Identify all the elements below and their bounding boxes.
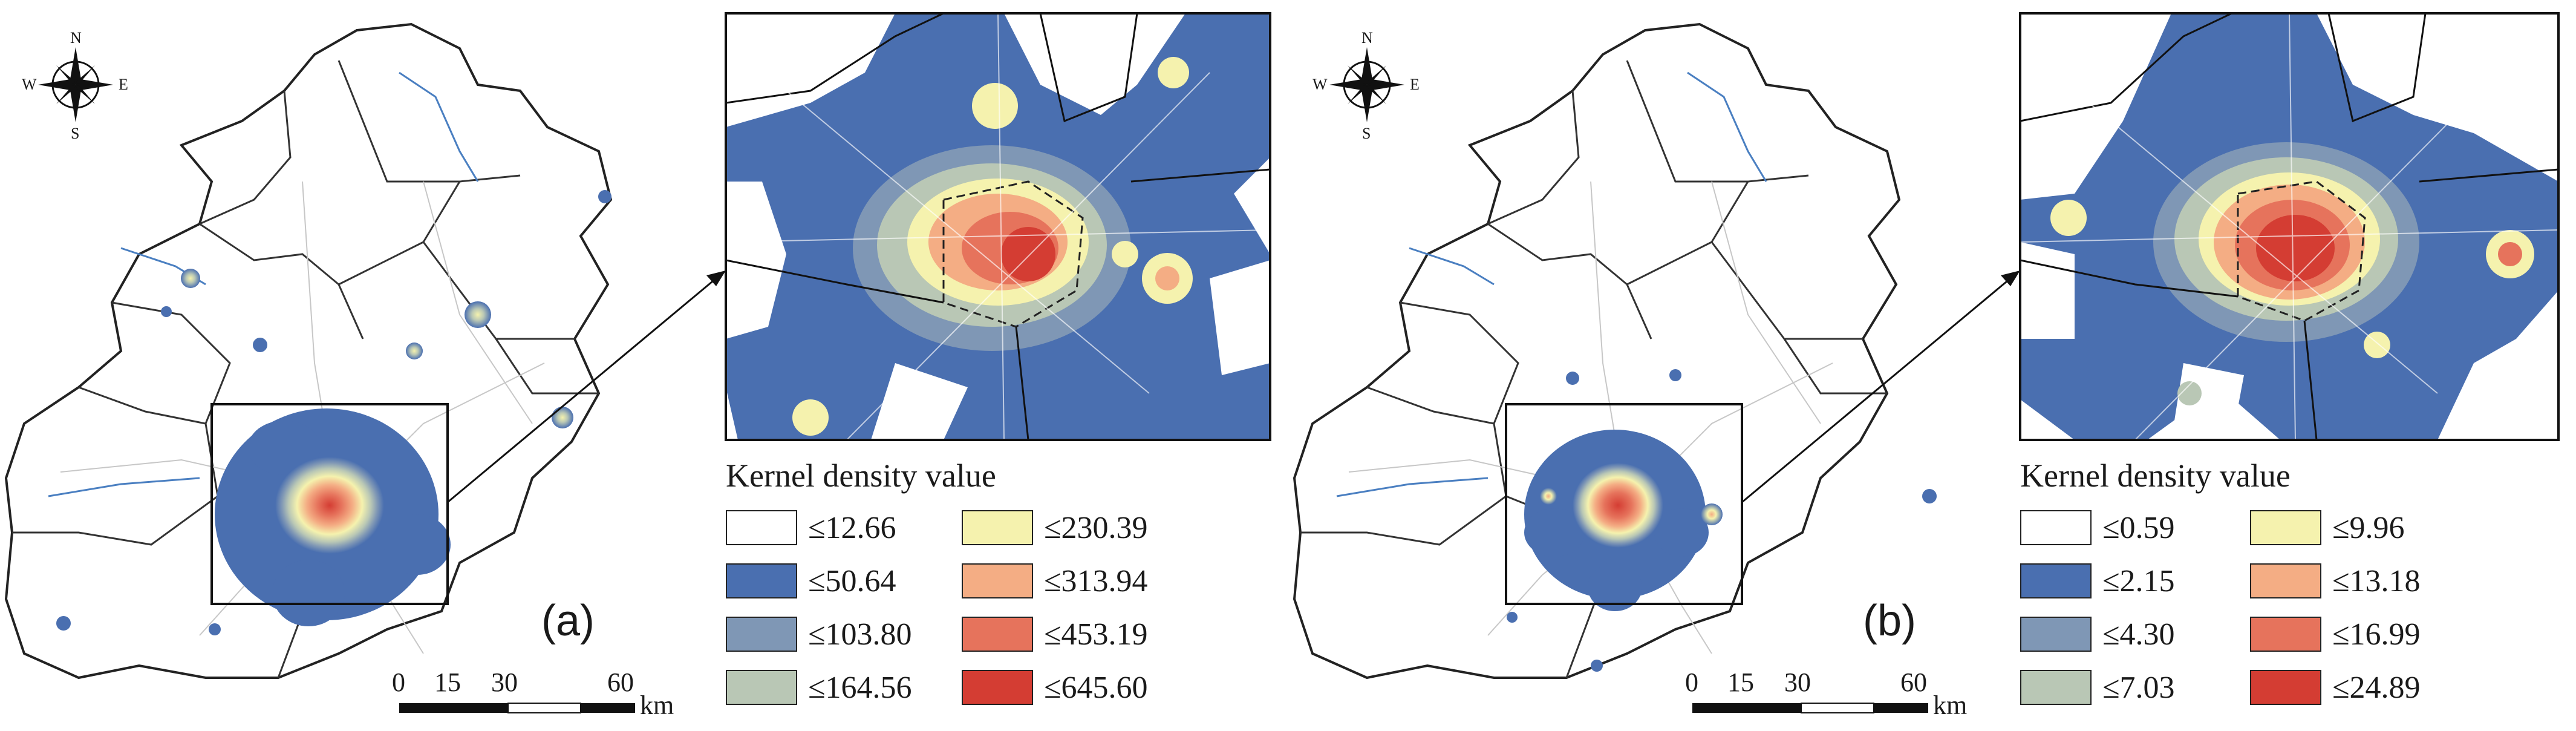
map-panel-a: N S E W (a) 0 15 30 60 km Kernel density…: [4, 12, 1271, 720]
legend-swatch: [726, 563, 797, 598]
compass-s: S: [71, 125, 80, 142]
legend-swatch: [962, 670, 1033, 705]
scale-tick: 30: [491, 667, 518, 697]
legend-item: ≤230.39: [962, 510, 1148, 546]
legend-swatch: [962, 617, 1033, 652]
legend-item: ≤313.94: [962, 563, 1148, 599]
compass-s: S: [1362, 125, 1371, 142]
compass-e: E: [1410, 76, 1420, 93]
legend-swatch: [962, 563, 1033, 598]
legend-swatch: [726, 617, 797, 652]
zoom-extent-box: [210, 403, 449, 605]
legend-item: ≤9.96: [2250, 510, 2405, 546]
legend-item: ≤4.30: [2020, 616, 2175, 652]
zoom-arrow: [1741, 274, 2015, 503]
legend-swatch: [2020, 510, 2092, 545]
scale-tick: 30: [1784, 667, 1811, 697]
legend-item: ≤50.64: [726, 563, 896, 599]
legend-label: ≤230.39: [1044, 510, 1148, 545]
district-boundaries: [12, 60, 599, 678]
legend-label: ≤0.59: [2102, 510, 2175, 545]
compass-n: N: [1361, 29, 1373, 47]
legend-item: ≤12.66: [726, 510, 896, 546]
legend-item: ≤16.99: [2250, 616, 2421, 652]
map-panel-b: N S E W (b) 0 15 30 60 km Kernel density…: [1288, 0, 2576, 731]
scale-tick: 0: [392, 667, 405, 697]
rivers: [1336, 71, 1767, 497]
scale-tick: 0: [1685, 667, 1698, 697]
legend-swatch: [2020, 670, 2092, 705]
compass-rose-icon: [38, 47, 113, 122]
panel-label: (b): [1863, 597, 1916, 645]
zoom-extent-box: [1505, 403, 1743, 605]
legend-item: ≤7.03: [2020, 669, 2175, 706]
legend-item: ≤0.59: [2020, 510, 2175, 546]
legend-swatch: [2250, 670, 2321, 705]
compass-e: E: [119, 76, 128, 93]
panel-label: (a): [541, 597, 595, 645]
map-graphic-a: [4, 12, 1271, 713]
legend-label: ≤164.56: [808, 670, 912, 705]
legend-swatch: [2250, 510, 2321, 545]
scale-unit: km: [1933, 690, 1968, 720]
legend-item: ≤2.15: [2020, 563, 2175, 599]
legend-label: ≤4.30: [2102, 617, 2175, 652]
legend-title: Kernel density value: [2020, 457, 2291, 494]
density-surface-b: [1507, 369, 1937, 672]
zoom-arrow: [447, 274, 720, 503]
compass-w: W: [22, 76, 37, 93]
legend-item: ≤13.18: [2250, 563, 2421, 599]
legend-item: ≤453.19: [962, 616, 1148, 652]
legend-swatch: [2250, 617, 2321, 652]
scale-unit: km: [640, 690, 674, 720]
legend-item: ≤645.60: [962, 669, 1148, 706]
legend-label: ≤16.99: [2332, 617, 2421, 652]
legend-title: Kernel density value: [726, 457, 996, 494]
legend-label: ≤313.94: [1044, 563, 1148, 598]
legend-label: ≤9.96: [2332, 510, 2405, 545]
legend-label: ≤645.60: [1044, 670, 1148, 705]
scale-bar-a: [399, 703, 635, 713]
legend-swatch: [2020, 617, 2092, 652]
compass-n: N: [70, 29, 82, 47]
legend-swatch: [726, 670, 797, 705]
inset-frame: [2019, 12, 2560, 441]
legend-label: ≤50.64: [808, 563, 896, 598]
map-graphic-b: [1293, 12, 2560, 713]
scale-bar-b: [1692, 703, 1928, 713]
legend-label: ≤12.66: [808, 510, 896, 545]
inset-map-b: [2020, 13, 2558, 440]
legend-item: ≤24.89: [2250, 669, 2421, 706]
inset-map-a: [726, 13, 1270, 440]
legend-item: ≤103.80: [726, 616, 912, 652]
legend-label: ≤453.19: [1044, 617, 1148, 652]
arrowhead: [2001, 270, 2020, 286]
scale-tick: 60: [607, 667, 634, 697]
legend-label: ≤103.80: [808, 617, 912, 652]
scale-tick: 15: [434, 667, 461, 697]
legend-label: ≤13.18: [2332, 563, 2421, 598]
legend-item: ≤164.56: [726, 669, 912, 706]
legend-swatch: [726, 510, 797, 545]
legend-label: ≤7.03: [2102, 670, 2175, 705]
legend-swatch: [2020, 563, 2092, 598]
density-surface-a: [56, 190, 611, 635]
legend-swatch: [962, 510, 1033, 545]
compass-rose-icon: [1329, 47, 1404, 122]
inset-frame: [725, 12, 1271, 441]
legend-label: ≤2.15: [2102, 563, 2175, 598]
scale-tick: 60: [1900, 667, 1927, 697]
legend-label: ≤24.89: [2332, 670, 2421, 705]
legend-swatch: [2250, 563, 2321, 598]
scale-tick: 15: [1727, 667, 1754, 697]
arrowhead: [706, 270, 726, 286]
compass-w: W: [1312, 76, 1328, 93]
